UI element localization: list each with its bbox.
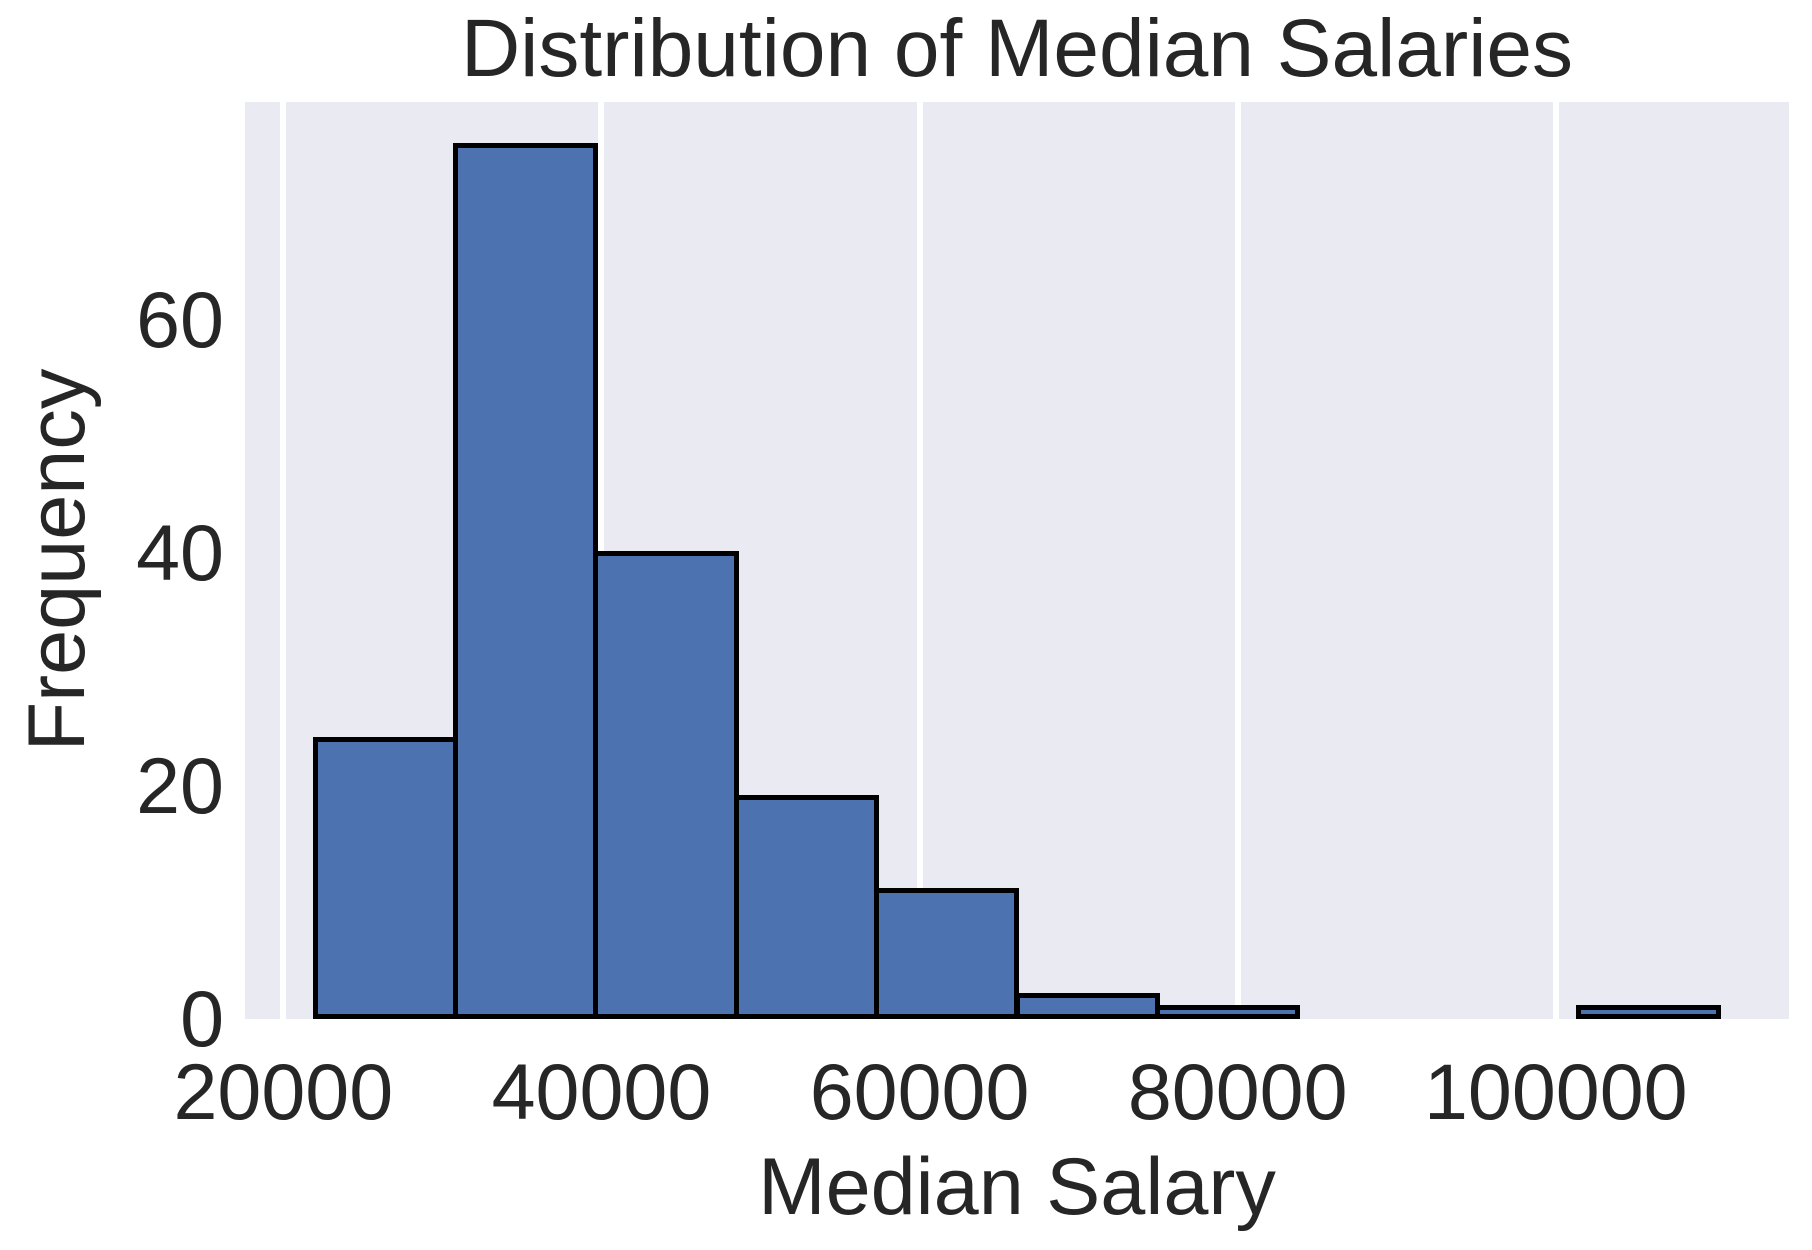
y-tick-label: 0 [180, 974, 224, 1063]
x-tick-label: 60000 [809, 1047, 1030, 1136]
histogram-bar [312, 737, 458, 1019]
x-tick-label: 80000 [1127, 1047, 1348, 1136]
histogram-bar [733, 795, 880, 1019]
histogram-bar [874, 888, 1020, 1019]
vertical-gridline [1552, 102, 1559, 1019]
histogram-bar [453, 143, 599, 1019]
x-axis-label: Median Salary [758, 1142, 1276, 1232]
x-tick-label: 40000 [491, 1047, 712, 1136]
vertical-gridline [1234, 102, 1241, 1019]
chart-title: Distribution of Median Salaries [460, 3, 1574, 94]
y-tick-label: 20 [136, 741, 224, 831]
y-tick-label: 60 [136, 275, 224, 365]
x-tick-label: 20000 [173, 1047, 394, 1136]
x-tick-label: 100000 [1424, 1047, 1688, 1136]
vertical-gridline [916, 102, 923, 1019]
vertical-gridline [280, 102, 287, 1019]
y-tick-label: 40 [136, 508, 224, 598]
plot-area [245, 102, 1789, 1019]
histogram-bar [1575, 1004, 1722, 1019]
histogram-bar [1014, 993, 1160, 1019]
histogram-bar [593, 550, 739, 1019]
histogram-bar [1154, 1004, 1301, 1019]
